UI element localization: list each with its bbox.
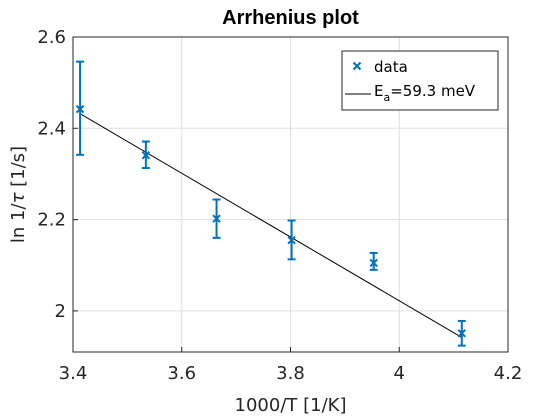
data-marker-x [141, 151, 151, 160]
y-axis-label-suffix: [1/s] [8, 146, 29, 193]
ticks-layer: 3.4 3.6 3.8 4 4.2 2 2.2 2.4 2.6 [37, 27, 522, 384]
data-marker-x [369, 258, 378, 268]
legend-fit-sub: a [383, 91, 390, 104]
legend: data Ea=59.3 meV [341, 50, 499, 111]
legend-label-fit: Ea=59.3 meV [374, 82, 476, 104]
x-tick-label: 3.6 [167, 363, 196, 384]
x-tick-label: 3.4 [59, 363, 88, 384]
y-axis-label-prefix: ln 1/ [8, 203, 29, 244]
y-axis-label-symbol: τ [8, 192, 29, 203]
y-tick-label: 2 [55, 301, 66, 322]
legend-fit-main: E [374, 82, 383, 100]
data-point [287, 219, 296, 261]
y-tick-label: 2.2 [37, 210, 66, 231]
x-axis-label: 1000/T [1/K] [235, 395, 347, 416]
x-tick-label: 4 [394, 363, 405, 384]
x-tick-label: 3.8 [276, 363, 305, 384]
legend-marker-x [352, 61, 362, 71]
data-point [75, 60, 85, 156]
fit-line [79, 113, 463, 338]
data-marker-x [287, 235, 296, 245]
data-point [212, 198, 221, 239]
chart-title: Arrhenius plot [222, 7, 359, 29]
series-layer [75, 60, 466, 347]
y-tick-label: 2.6 [37, 27, 66, 48]
data-marker-x [457, 329, 466, 338]
data-point [369, 251, 378, 271]
data-marker-x [75, 104, 85, 114]
y-tick-label: 2.4 [37, 118, 66, 139]
legend-label-data: data [374, 58, 408, 76]
legend-box [341, 50, 499, 111]
y-axis-label: ln 1/τ [1/s] [8, 146, 29, 243]
data-point [457, 319, 466, 347]
data-point [141, 140, 151, 170]
legend-marker-data [352, 61, 362, 71]
legend-fit-rest: =59.3 meV [390, 82, 476, 100]
x-tick-label: 4.2 [494, 363, 523, 384]
data-marker-x [212, 214, 221, 223]
